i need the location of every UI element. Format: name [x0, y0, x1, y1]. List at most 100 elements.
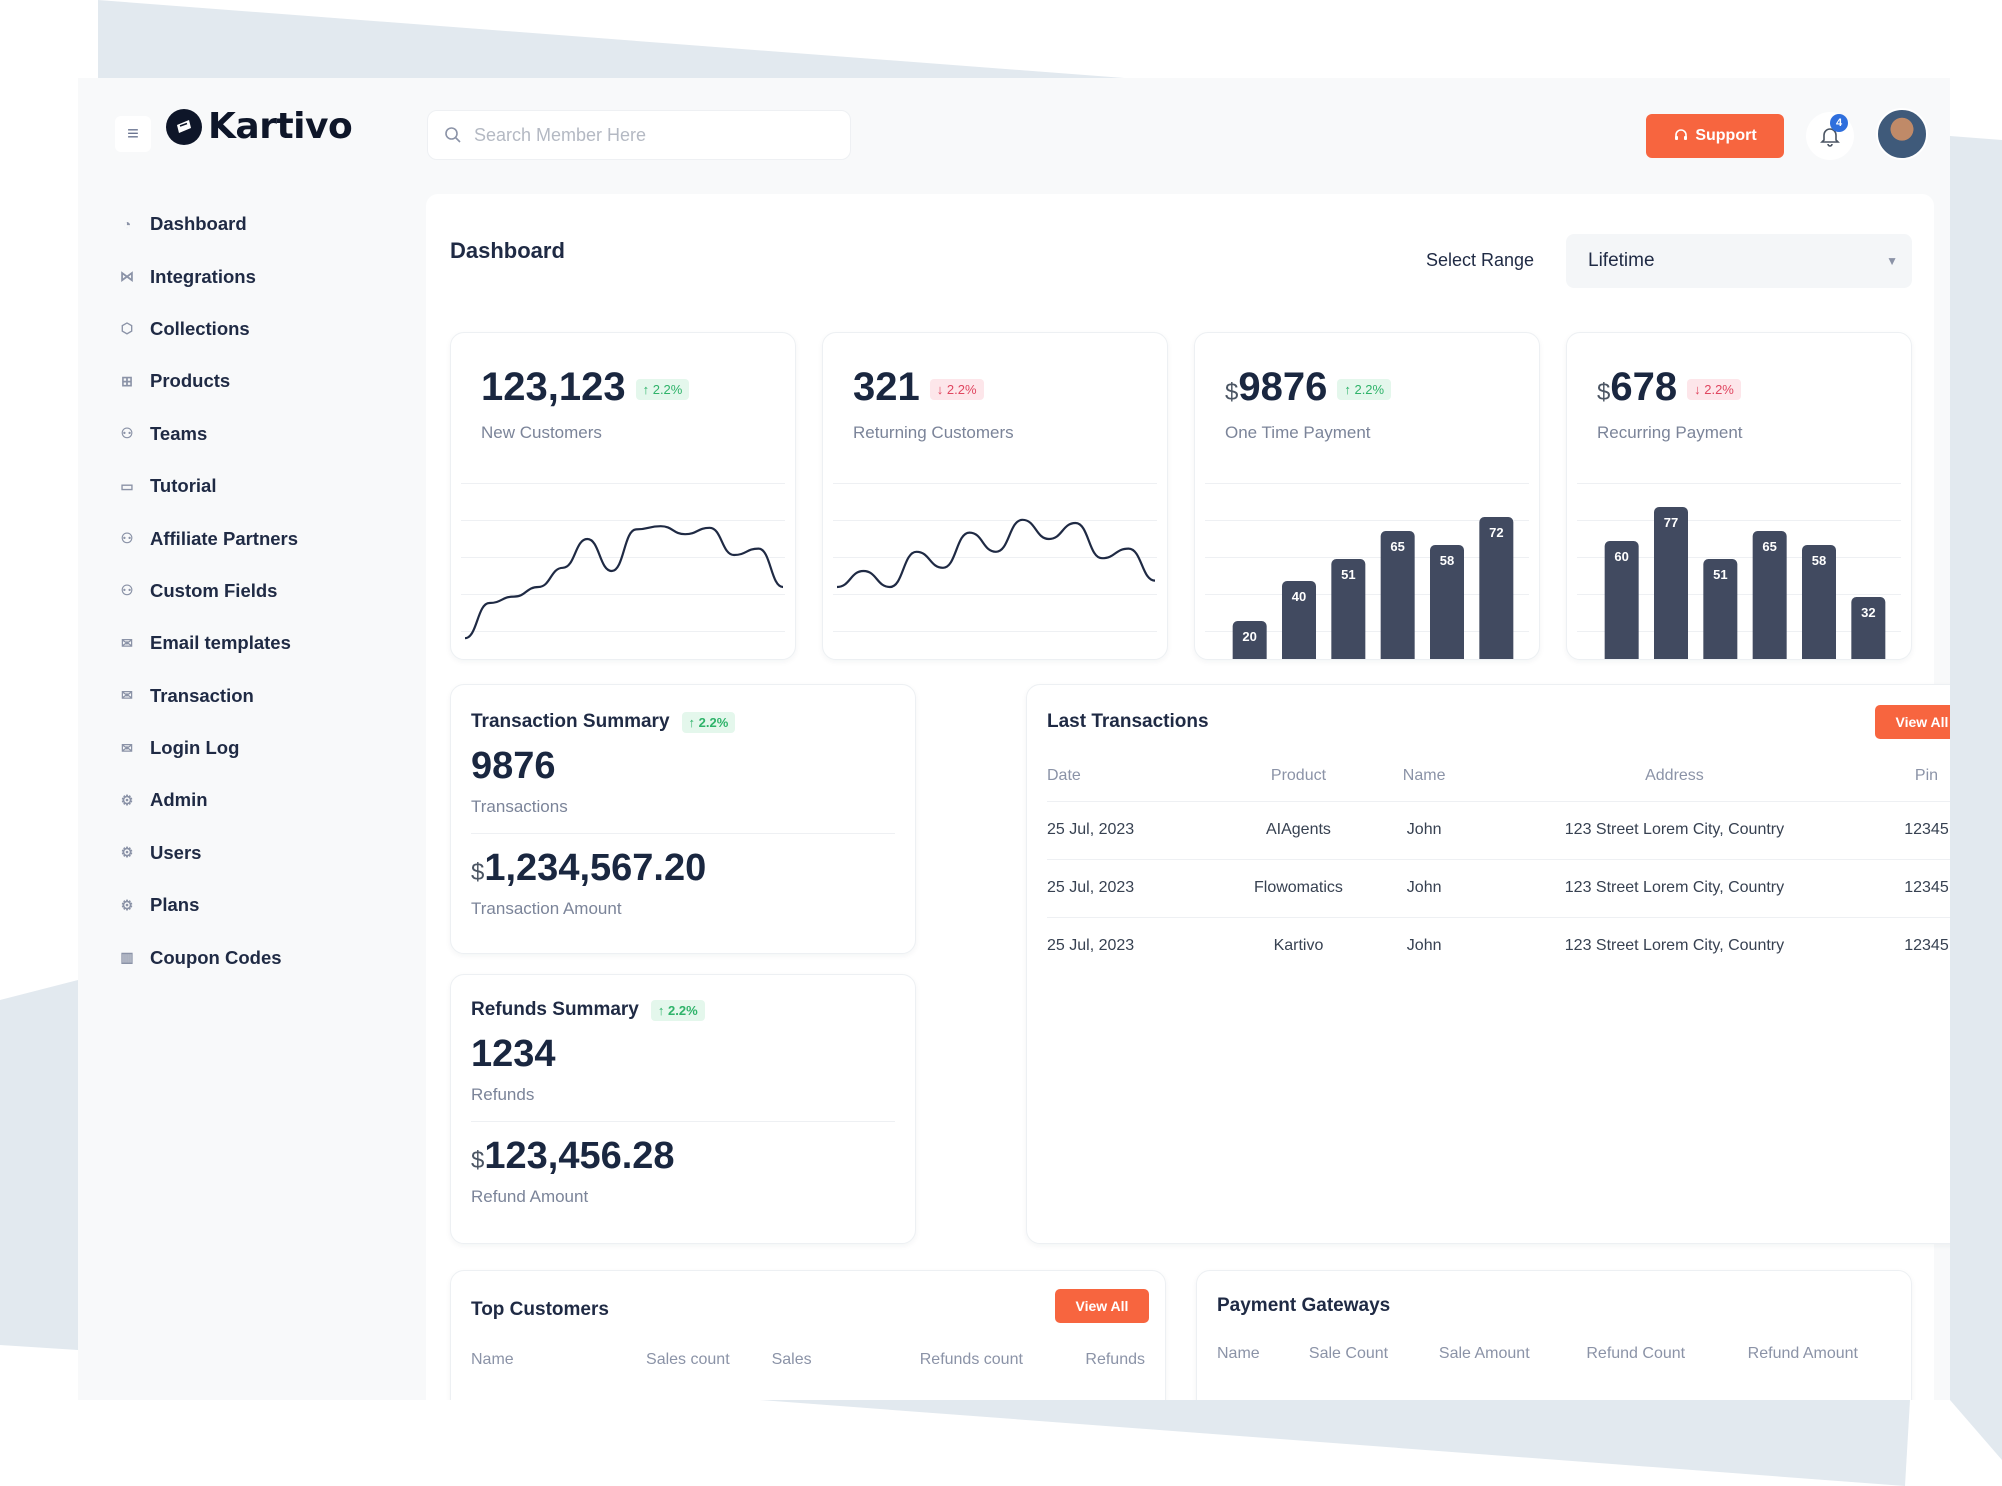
sidebar-item-login-log[interactable]: ✉ Login Log	[116, 722, 396, 774]
last-transactions-title: Last Transactions	[1047, 711, 1209, 732]
column-header: Refund Count	[1586, 1345, 1686, 1362]
table-row[interactable]: 25 Jul, 2023 AIAgents John 123 Street Lorem…	[1047, 800, 1950, 859]
transaction-summary-card: Transaction Summary ↑ 2.2% 9876 Transact…	[450, 684, 916, 954]
line-chart	[836, 518, 1156, 589]
sidebar-item-users[interactable]: ⚙ Users	[116, 827, 396, 879]
column-header: Pin	[1914, 766, 1939, 784]
bar-label: 40	[1292, 589, 1306, 604]
refund-count: 1234	[471, 1033, 556, 1075]
mail-icon: ✉	[121, 687, 133, 704]
sidebar-item-transaction[interactable]: ✉ Transaction	[116, 670, 396, 722]
bar	[1282, 581, 1316, 659]
column-header: Name	[1217, 1345, 1260, 1362]
table-cell: 123 Street Lorem City, Country	[1464, 916, 1884, 975]
kpi-value-row: 123,123 ↑ 2.2%	[481, 365, 690, 410]
user-avatar[interactable]	[1876, 108, 1928, 160]
table-cell: 25 Jul, 2023	[1047, 858, 1214, 917]
last-transactions-card: Last Transactions View All Date Product Na…	[1026, 684, 1950, 1244]
products-icon: ⊞	[121, 372, 133, 389]
bar-chart: 60 77 51 65 58 32	[1604, 507, 1886, 659]
sidebar-item-tutorial[interactable]: ▭ Tutorial	[116, 460, 396, 512]
sidebar-item-integrations[interactable]: ⋈ Integrations	[116, 250, 396, 302]
bar	[1479, 517, 1514, 659]
range-select[interactable]: Lifetime ▼	[1566, 234, 1912, 288]
table-row[interactable]: 25 Jul, 2023 Kartivo John 123 Street Lorem …	[1047, 916, 1950, 975]
refunds-summary-title-row: Refunds Summary ↑ 2.2%	[471, 999, 705, 1021]
table-cell: 12345	[1883, 916, 1950, 975]
menu-toggle-button[interactable]: ≡	[115, 116, 151, 152]
transaction-summary-title-row: Transaction Summary ↑ 2.2%	[471, 711, 736, 733]
bar-label: 77	[1664, 515, 1678, 530]
sidebar-item-label: Login Log	[150, 737, 240, 759]
payment-gateways-title: Payment Gateways	[1217, 1295, 1391, 1316]
payment-gateways-table-wrap: Name Sale Count Sale Amount Refund Count Ref…	[1217, 1329, 1891, 1379]
support-button[interactable]: Support	[1646, 114, 1784, 158]
refunds-summary-card: Refunds Summary ↑ 2.2% 1234 Refunds $123…	[450, 974, 916, 1244]
change-value: 2.2%	[946, 382, 977, 397]
kpi-label: Returning Customers	[853, 423, 1014, 442]
last-transactions-table-wrap: Date Product Name Address Pin 25 Jul, 2023 AI…	[1047, 751, 1950, 975]
bar	[1851, 597, 1886, 659]
table-header-row: Date Product Name Address Pin	[1047, 751, 1950, 801]
sidebar-item-label: Email templates	[150, 632, 291, 654]
kpi-value: 123,123	[481, 365, 626, 409]
kpi-card-new-customers: 123,123 ↑ 2.2% New Customers	[450, 332, 796, 660]
sidebar-item-dashboard[interactable]: ◔ Dashboard	[116, 198, 396, 250]
bar-label: 51	[1713, 567, 1727, 582]
search-input[interactable]	[474, 124, 834, 146]
column-header: Sales count	[646, 1351, 730, 1368]
table-cell: 25 Jul, 2023	[1047, 916, 1214, 975]
table-cell: 12345	[1883, 858, 1950, 917]
sidebar-item-email-templates[interactable]: ✉ Email templates	[116, 617, 396, 669]
sidebar-item-admin[interactable]: ⚙ Admin	[116, 774, 396, 826]
search-box[interactable]	[427, 110, 851, 160]
app-window: ≡ Kartivo Support 4 ◔ Dashboard ⋈ Integrati…	[78, 78, 1950, 1400]
brand-name: Kartivo	[208, 106, 353, 147]
sidebar-item-products[interactable]: ⊞ Products	[116, 355, 396, 407]
table-cell: Flowomatics	[1213, 858, 1384, 917]
table-cell: 123 Street Lorem City, Country	[1464, 858, 1884, 917]
sidebar-item-affiliate-partners[interactable]: ⚇ Affiliate Partners	[116, 512, 396, 564]
users-gear-icon: ⚙	[120, 791, 134, 808]
currency-symbol: $	[1597, 379, 1611, 406]
range-value: Lifetime	[1588, 250, 1655, 271]
table-cell: 25 Jul, 2023	[1047, 800, 1214, 859]
currency-symbol: $	[471, 859, 485, 886]
change-value: 2.2%	[1354, 382, 1385, 397]
change-badge: ↑ 2.2%	[635, 379, 690, 400]
bar-label: 32	[1861, 605, 1875, 620]
headset-icon	[1675, 129, 1688, 140]
arrow-down-icon: ↓	[936, 382, 944, 397]
column-header: Refunds	[1085, 1351, 1145, 1368]
sidebar-item-label: Teams	[150, 422, 208, 444]
refund-amount-label: Refund Amount	[471, 1187, 589, 1206]
sidebar-item-teams[interactable]: ⚇ Teams	[116, 408, 396, 460]
table-header-row: Name Sales count Sales Refunds count Refunds	[471, 1335, 1145, 1385]
line-chart	[464, 525, 784, 640]
table-cell: John	[1383, 858, 1465, 917]
notifications-button[interactable]: 4	[1806, 112, 1854, 160]
sidebar-item-label: Admin	[150, 789, 208, 811]
mail-icon: ✉	[121, 739, 133, 756]
change-badge: ↓ 2.2%	[1687, 379, 1741, 400]
transaction-amount-label: Transaction Amount	[471, 899, 622, 918]
table-row[interactable]: 25 Jul, 2023 Flowomatics John 123 Street Lo…	[1047, 858, 1950, 917]
sidebar-item-custom-fields[interactable]: ⚇ Custom Fields	[116, 565, 396, 617]
chart-gridlines	[1577, 483, 1901, 653]
sidebar-item-plans[interactable]: ⚙ Plans	[116, 879, 396, 931]
table-cell: Kartivo	[1213, 916, 1384, 975]
kpi-value: 678	[1610, 365, 1678, 409]
sidebar-item-coupon-codes[interactable]: ▥ Coupon Codes	[116, 931, 396, 983]
last-transactions-view-all-button[interactable]: View All	[1875, 705, 1950, 739]
sidebar-item-collections[interactable]: ⬡ Collections	[116, 303, 396, 355]
table-cell: 123 Street Lorem City, Country	[1464, 800, 1884, 859]
kpi-value-row: $678 ↓ 2.2%	[1597, 365, 1741, 410]
bar-label: 20	[1242, 629, 1256, 644]
logo-icon	[166, 108, 202, 145]
refund-amount-value: 123,456.28	[484, 1135, 675, 1177]
top-customers-view-all-button[interactable]: View All	[1055, 1289, 1149, 1323]
bar	[1604, 541, 1639, 659]
sidebar-item-label: Dashboard	[150, 213, 247, 235]
